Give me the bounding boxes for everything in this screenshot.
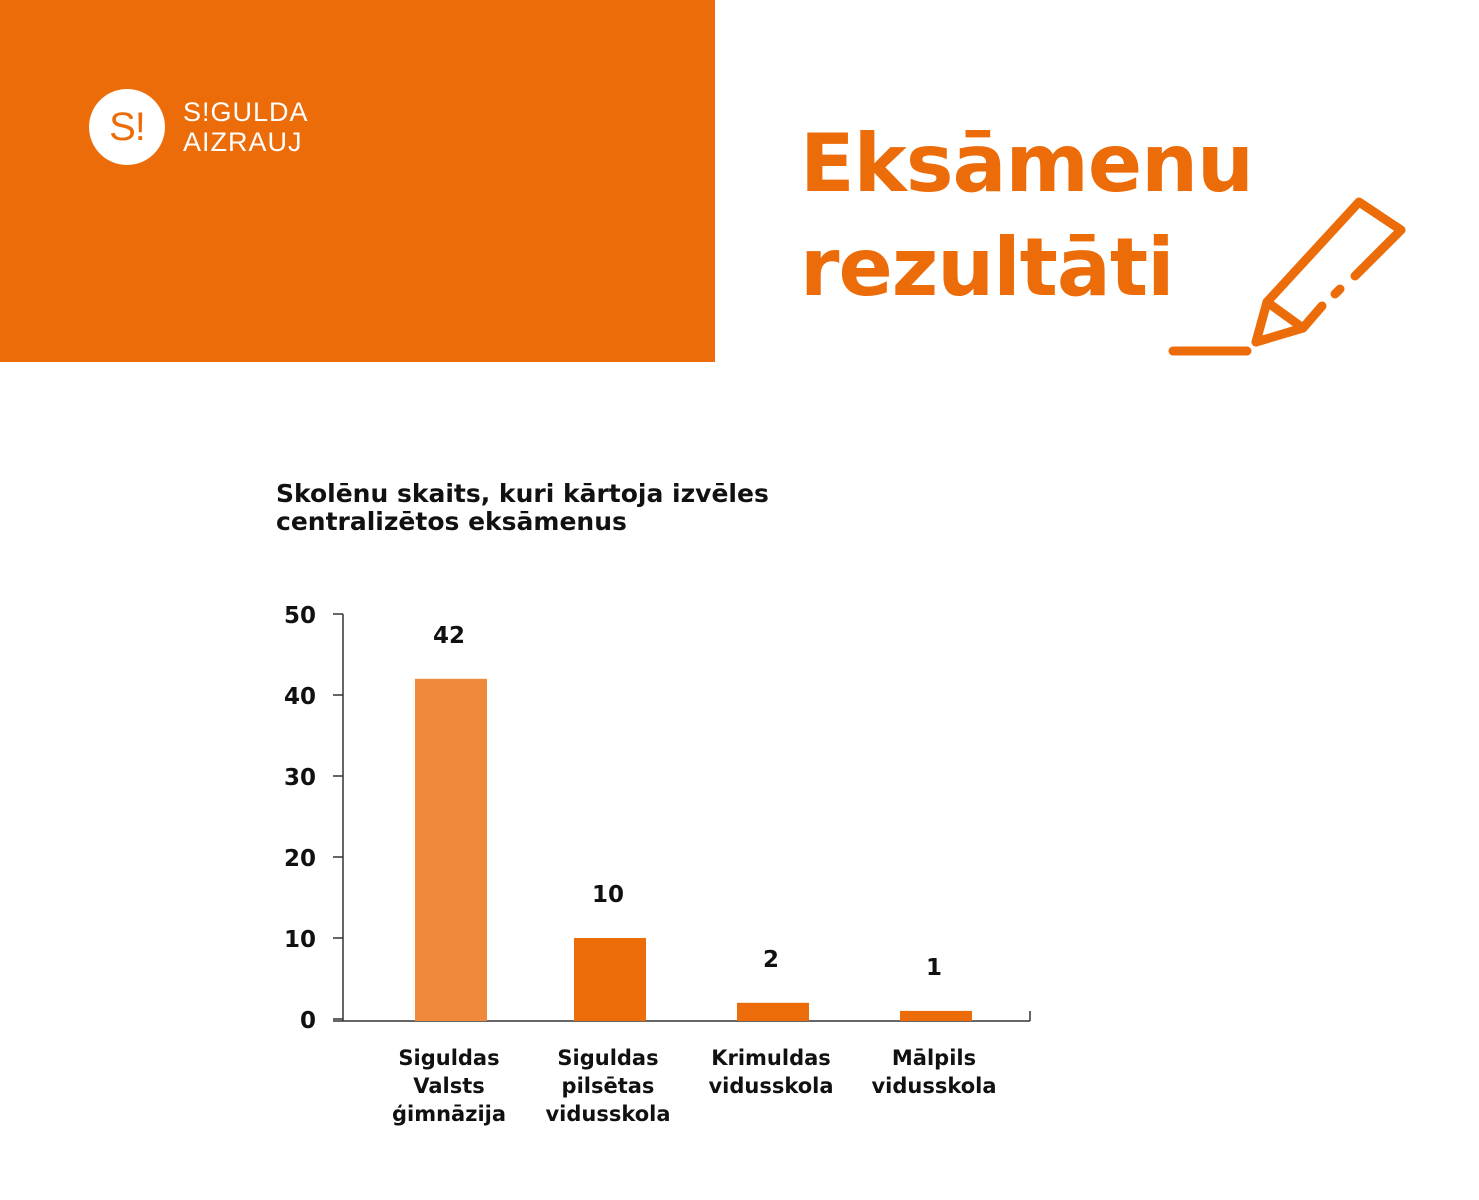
y-tick-label: 0 xyxy=(300,1008,316,1034)
bar-value-label: 42 xyxy=(433,623,465,649)
y-tick-label: 30 xyxy=(284,765,316,791)
category-label: Krimuldas vidusskola xyxy=(708,1046,834,1098)
page-title: Eksāmenu rezultāti xyxy=(800,112,1254,320)
chart-title-line-1: Skolēnu skaits, kuri kārtoja izvēles xyxy=(276,479,769,508)
page-title-line-2: rezultāti xyxy=(800,221,1175,314)
logo-mark: S! xyxy=(89,89,165,165)
pencil-icon xyxy=(1168,197,1406,356)
bar-value-label: 2 xyxy=(763,947,779,973)
y-tick-label: 20 xyxy=(284,846,316,872)
brand-panel: S! S!GULDA AIZRAUJ xyxy=(0,0,715,362)
category-label: Mālpils vidusskola xyxy=(871,1046,997,1098)
bar xyxy=(900,1010,972,1021)
y-tick-label: 50 xyxy=(284,603,316,629)
bar-value-label: 10 xyxy=(592,882,624,908)
logo-wordmark: S!GULDA AIZRAUJ xyxy=(183,97,309,157)
logo-line-1: S!GULDA xyxy=(183,97,309,127)
bar xyxy=(574,938,646,1021)
y-tick-label: 40 xyxy=(284,684,316,710)
logo: S! S!GULDA AIZRAUJ xyxy=(89,89,309,165)
chart-title: Skolēnu skaits, kuri kārtoja izvēles cen… xyxy=(276,480,896,536)
logo-line-2: AIZRAUJ xyxy=(183,127,303,157)
y-tick-label: 10 xyxy=(284,927,316,953)
category-label: Siguldas pilsētas vidusskola xyxy=(545,1046,671,1126)
chart-title-line-2: centralizētos eksāmenus xyxy=(276,507,627,536)
bar-value-label: 1 xyxy=(926,955,942,981)
category-label: Siguldas Valsts ģimnāzija xyxy=(391,1046,507,1126)
bar xyxy=(415,678,487,1021)
bar xyxy=(737,1002,809,1021)
page-title-line-1: Eksāmenu xyxy=(800,117,1254,210)
